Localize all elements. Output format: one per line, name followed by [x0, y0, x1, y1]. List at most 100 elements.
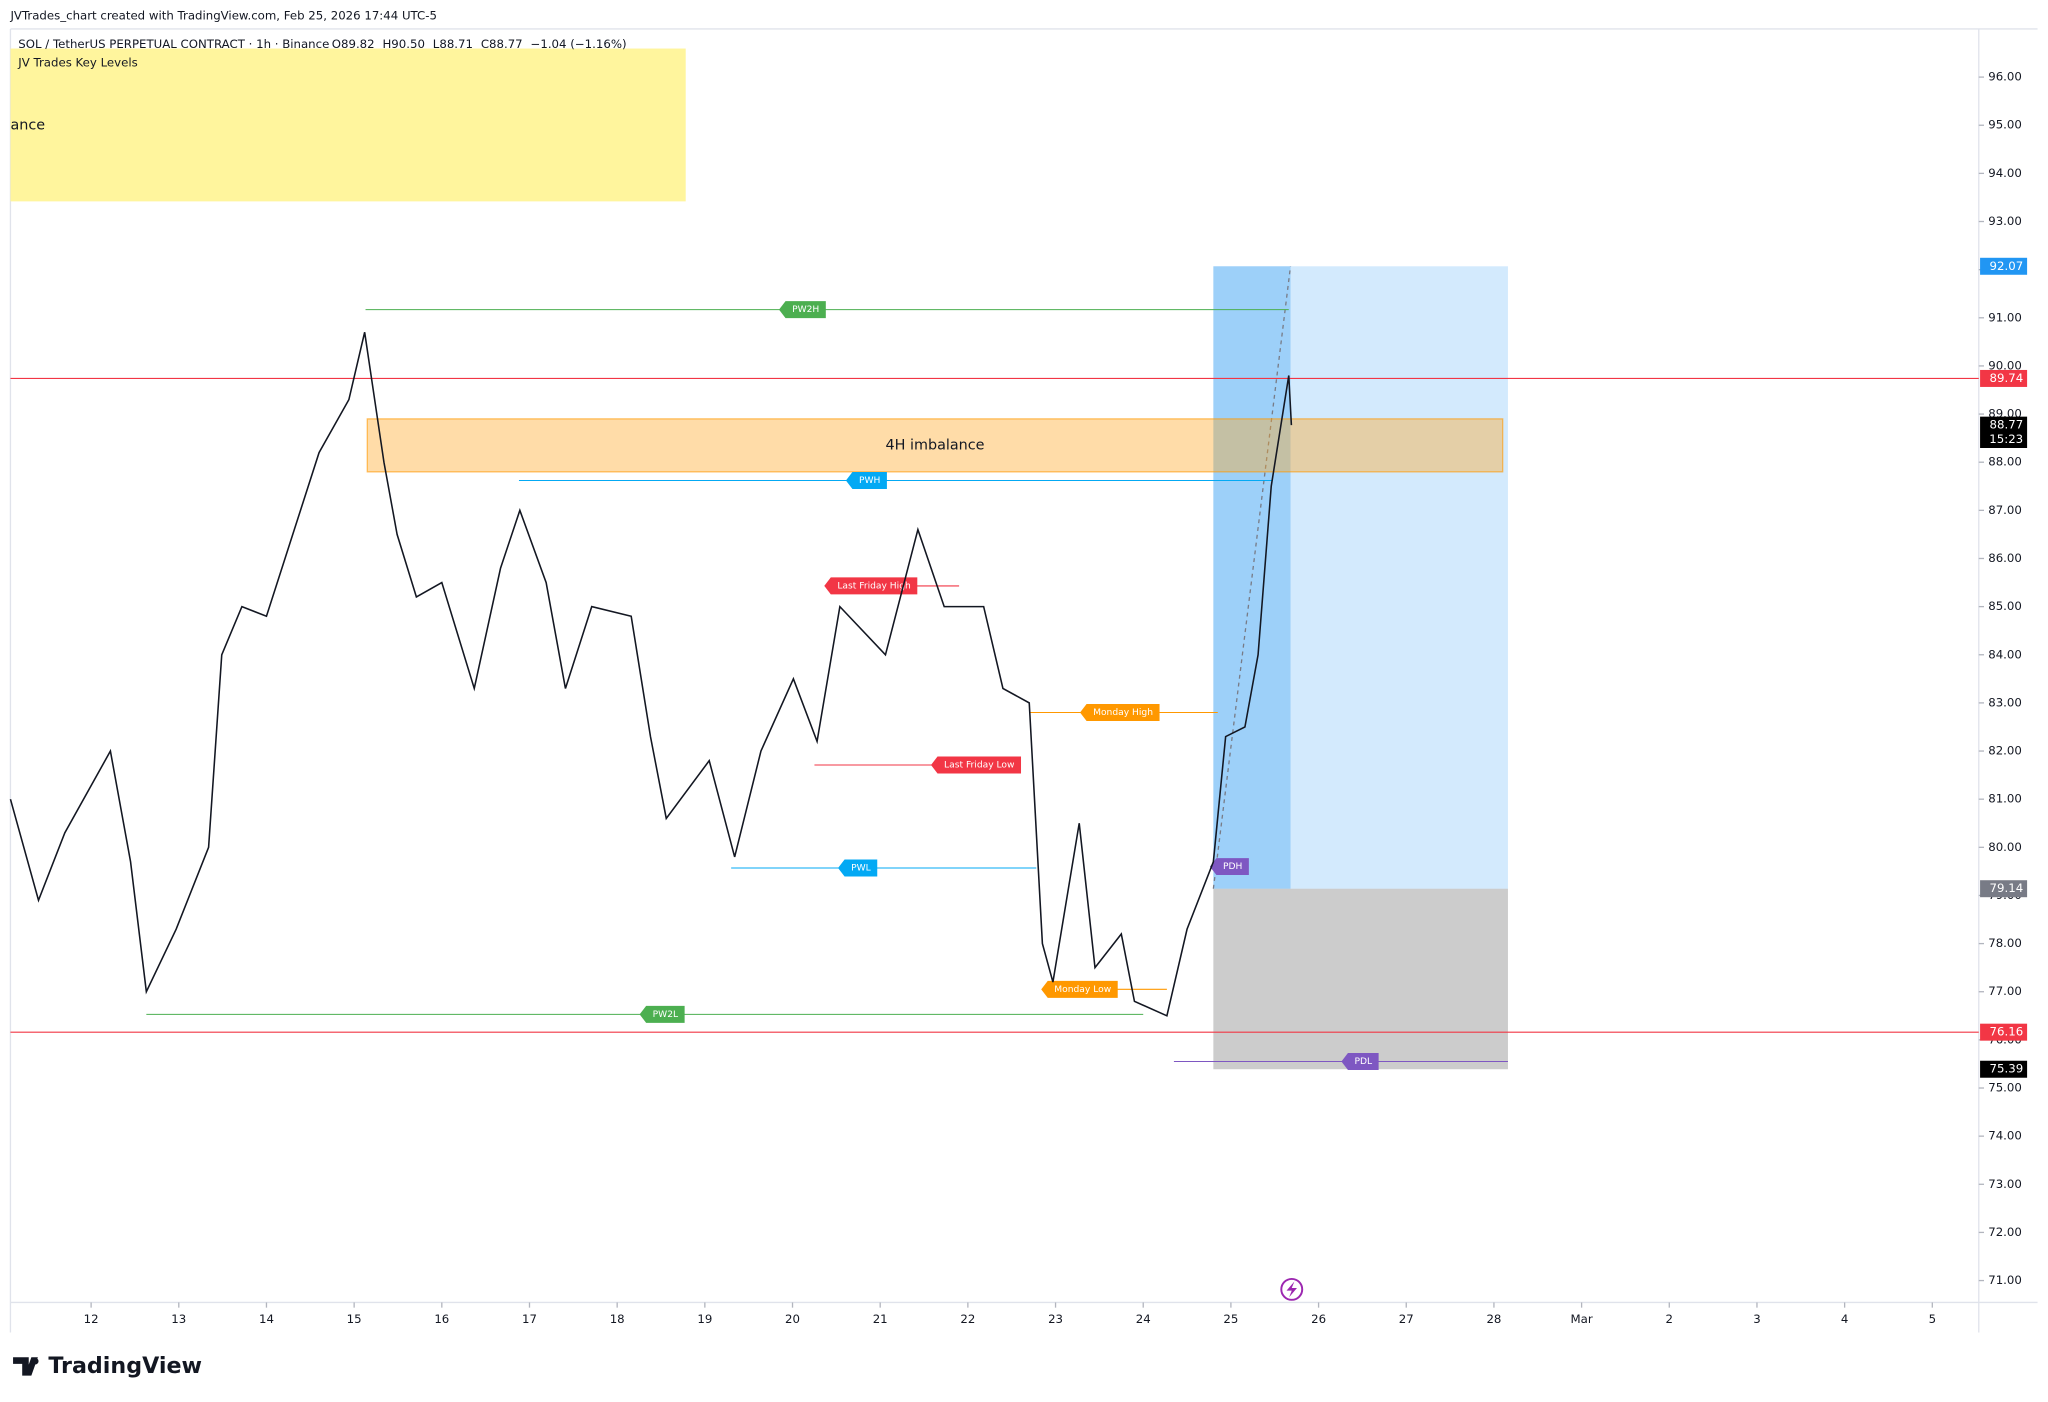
level-label: Monday Low — [1054, 985, 1111, 995]
x-tick-label: 16 — [434, 1312, 449, 1326]
x-tick-label: 14 — [259, 1312, 274, 1326]
ohlc-value: −1.04 (−1.16%) — [531, 37, 627, 51]
y-tick-label: 72.00 — [1988, 1225, 2022, 1239]
x-tick-label: 23 — [1048, 1312, 1063, 1326]
level-badge: PW2L — [639, 1005, 685, 1023]
level-badge: PWL — [838, 859, 878, 877]
imbalance-label: 4H imbalance — [885, 437, 984, 453]
x-tick-label: 15 — [347, 1312, 362, 1326]
x-tick-label: 27 — [1399, 1312, 1414, 1326]
level-label: PWL — [851, 864, 872, 874]
indicator-box — [10, 48, 686, 202]
x-tick-label: 26 — [1311, 1312, 1326, 1326]
level-tag — [1341, 1053, 1379, 1071]
x-tick-label: 12 — [84, 1312, 99, 1326]
y-tick-label: 83.00 — [1988, 695, 2022, 709]
price-tag — [1980, 1023, 2028, 1041]
price-tag-label: 75.39 — [1990, 1062, 2024, 1076]
x-tick-label: 22 — [960, 1312, 975, 1326]
x-tick-label: 24 — [1136, 1312, 1151, 1326]
y-tick-label: 80.00 — [1988, 840, 2022, 854]
price-tag-label: 89.74 — [1990, 371, 2024, 385]
level-tag — [845, 472, 887, 489]
y-tick-label: 94.00 — [1988, 166, 2022, 180]
y-tick-label: 90.00 — [1988, 358, 2022, 372]
level-label: PDL — [1354, 1057, 1373, 1067]
target-zone — [1213, 266, 1508, 889]
level-tag — [824, 577, 918, 595]
trade-path — [1212, 266, 1292, 889]
level-badge: PDL — [1341, 1053, 1379, 1071]
y-tick-label: 78.00 — [1988, 936, 2022, 950]
y-tick-label: 75.00 — [1988, 1081, 2022, 1095]
level-badge: Monday High — [1080, 704, 1160, 722]
price-tag — [1980, 257, 2028, 275]
watermark: JVTrades_chart created with TradingView.… — [9, 8, 437, 22]
y-tick-label: 96.00 — [1988, 70, 2022, 84]
y-tick-label: 71.00 — [1988, 1273, 2022, 1287]
brand-logo — [13, 1357, 39, 1376]
level-label: PWH — [859, 476, 880, 486]
y-tick-label: 87.00 — [1988, 503, 2022, 517]
price-tag — [1980, 1060, 2028, 1078]
level-label: PW2L — [653, 1010, 679, 1020]
price-line — [9, 332, 1293, 1017]
level-label: PW2H — [792, 305, 819, 315]
ohlc-value: O89.82 — [332, 37, 375, 51]
level-label: Last Friday Low — [944, 760, 1015, 770]
y-tick-label: 91.00 — [1988, 310, 2022, 324]
y-tick-label: 86.00 — [1988, 551, 2022, 565]
lightning-icon — [1280, 1277, 1304, 1301]
x-tick-label: 20 — [785, 1312, 800, 1326]
level-badge: PDH — [1209, 858, 1249, 876]
level-tag — [838, 859, 878, 877]
price-tag-label: 92.07 — [1990, 259, 2024, 273]
countdown-label: 15:23 — [1989, 432, 2023, 446]
ohlc-value: H90.50 — [382, 37, 424, 51]
level-tag — [1080, 704, 1160, 722]
level-tag — [930, 756, 1022, 774]
y-tick-label: 77.00 — [1988, 984, 2022, 998]
level-label: Monday High — [1093, 708, 1153, 718]
symbol: SOL / TetherUS PERPETUAL CONTRACT · 1h ·… — [18, 37, 329, 51]
level-label: PDH — [1223, 862, 1242, 872]
x-tick-label: 21 — [873, 1312, 888, 1326]
y-tick-label: 81.00 — [1988, 792, 2022, 806]
y-tick-label: 74.00 — [1988, 1129, 2022, 1143]
level-tag — [639, 1005, 685, 1023]
y-tick-label: 82.00 — [1988, 744, 2022, 758]
level-badge: Last Friday High — [824, 577, 918, 595]
price-tag-label: 79.14 — [1990, 881, 2024, 895]
ohlc-value: C88.77 — [481, 37, 523, 51]
x-tick-label: 4 — [1841, 1312, 1848, 1326]
y-tick-label: 88.00 — [1988, 455, 2022, 469]
x-tick-label: 2 — [1666, 1312, 1673, 1326]
level-badge: Last Friday Low — [930, 756, 1022, 774]
level-tag — [779, 301, 826, 319]
y-tick-label: 85.00 — [1988, 599, 2022, 613]
x-tick-label: 5 — [1929, 1312, 1936, 1326]
x-tick-label: 19 — [697, 1312, 712, 1326]
level-badge: Monday Low — [1041, 980, 1118, 998]
stop-zone — [1213, 888, 1508, 1070]
x-tick-label: 28 — [1486, 1312, 1501, 1326]
y-tick-label: 95.00 — [1988, 118, 2022, 132]
level-tag — [1209, 858, 1249, 876]
price-tag — [1980, 416, 2028, 448]
x-tick-label: 3 — [1753, 1312, 1760, 1326]
x-tick-label: 25 — [1223, 1312, 1238, 1326]
imbalance-zone — [366, 418, 1504, 473]
ohlc-value: L88.71 — [433, 37, 473, 51]
level-label: Last Friday High — [837, 581, 911, 591]
y-tick-label: 84.00 — [1988, 647, 2022, 661]
x-tick-label: 17 — [522, 1312, 537, 1326]
indicator-text: ance — [10, 118, 45, 134]
y-tick-label: 73.00 — [1988, 1177, 2022, 1191]
price-tag-label: 88.77 — [1990, 418, 2024, 432]
price-tag-label: 76.16 — [1990, 1025, 2024, 1039]
level-tag — [1041, 980, 1118, 998]
price-tag — [1980, 369, 2028, 387]
brand: TradingView — [48, 1353, 202, 1379]
